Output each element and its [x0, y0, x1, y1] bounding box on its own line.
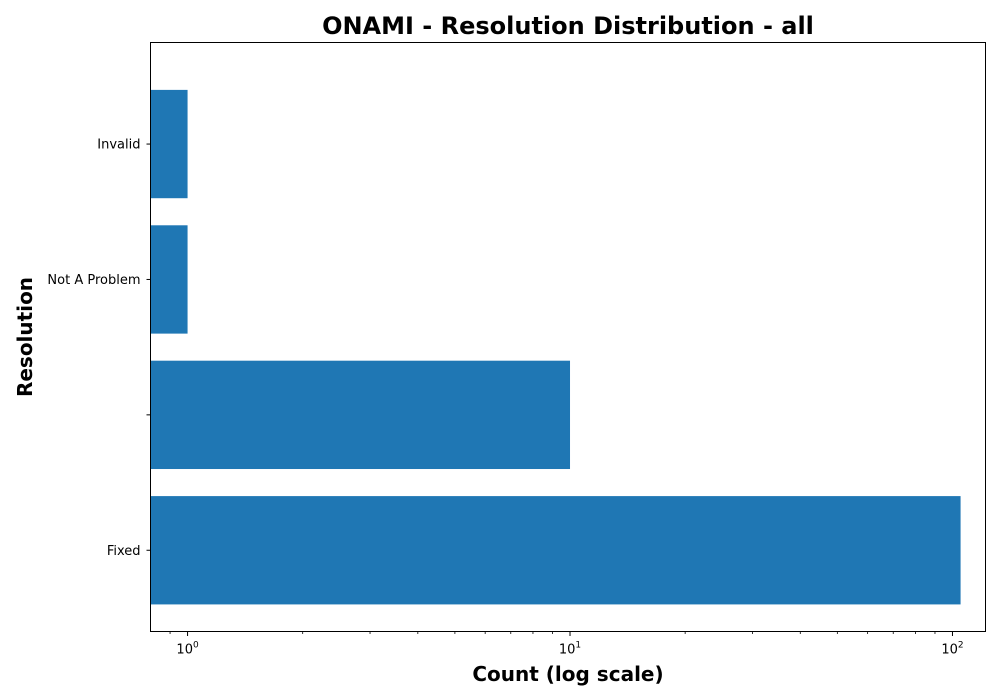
y-tick-label: Invalid [97, 138, 140, 153]
chart-title: ONAMI - Resolution Distribution - all [322, 12, 814, 40]
y-tick-label: Not A Problem [47, 273, 140, 288]
bar-not-a-problem [151, 225, 188, 333]
y-tick-label: Fixed [107, 544, 141, 559]
bar-invalid [151, 90, 188, 198]
y-axis-label: Resolution [13, 277, 37, 397]
x-axis-label: Count (log scale) [472, 662, 663, 686]
bar-unlabeled [151, 361, 571, 469]
bar-fixed [151, 496, 961, 604]
